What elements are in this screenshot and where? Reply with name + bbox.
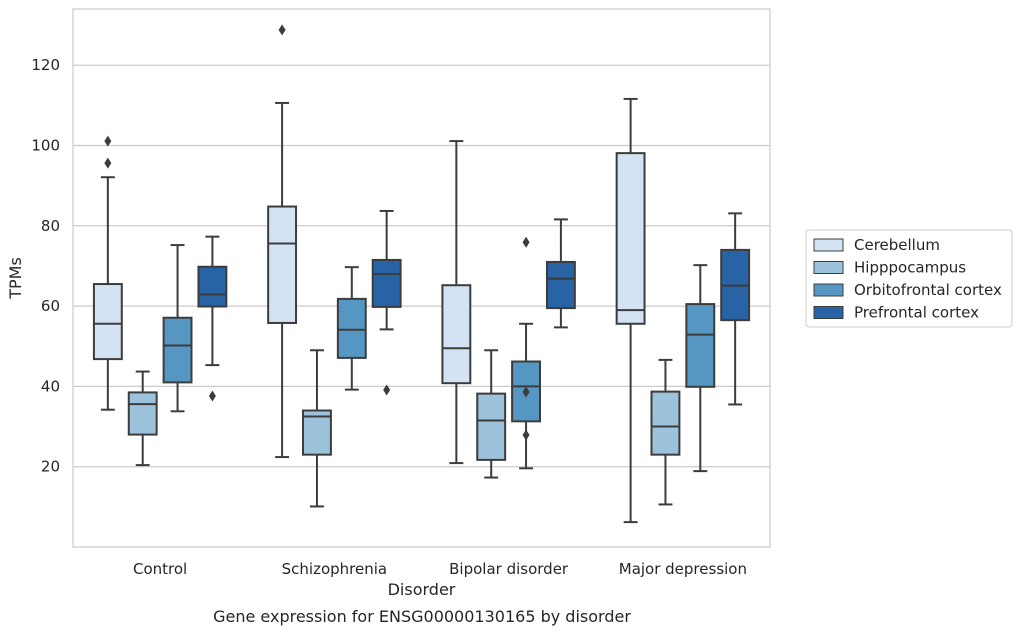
gridlines bbox=[73, 64, 770, 468]
box-body bbox=[162, 316, 193, 384]
box bbox=[441, 140, 472, 465]
series-prefrontal-cortex bbox=[197, 209, 751, 406]
box bbox=[511, 236, 541, 470]
outlier-marker bbox=[522, 429, 530, 441]
outlier-marker bbox=[522, 236, 530, 248]
x-tick-label: Schizophrenia bbox=[282, 560, 387, 578]
y-tick-label: 20 bbox=[41, 458, 60, 476]
legend-label: Cerebellum bbox=[854, 236, 940, 254]
outlier-marker bbox=[208, 390, 216, 402]
y-tick-label: 80 bbox=[41, 217, 60, 235]
legend-label: Orbitofrontal cortex bbox=[854, 281, 1002, 299]
legend-swatch bbox=[813, 238, 844, 252]
box bbox=[650, 358, 681, 506]
box bbox=[197, 235, 228, 402]
box bbox=[545, 218, 576, 329]
box-body bbox=[476, 392, 507, 461]
box-body bbox=[545, 260, 576, 310]
y-tick-label: 40 bbox=[41, 377, 60, 395]
box-body bbox=[336, 297, 367, 359]
y-tick-label: 60 bbox=[41, 297, 60, 315]
outlier-marker bbox=[522, 386, 530, 398]
box-body bbox=[302, 409, 332, 456]
box-body bbox=[615, 152, 646, 325]
legend-frame bbox=[805, 229, 1013, 328]
x-tick-labels: Control Schizophrenia Bipolar disorder Majo… bbox=[133, 560, 747, 578]
x-axis-label: Disorder bbox=[388, 580, 456, 599]
box bbox=[267, 24, 298, 459]
outlier-marker bbox=[104, 135, 112, 147]
outlier-marker bbox=[104, 157, 112, 169]
x-tick-label: Bipolar disorder bbox=[449, 560, 569, 578]
y-axis-label: TPMs bbox=[6, 257, 25, 300]
box bbox=[302, 349, 332, 508]
box-series bbox=[92, 24, 751, 524]
box-body bbox=[92, 283, 123, 361]
series-cerebellum bbox=[92, 24, 646, 524]
box-body bbox=[650, 390, 681, 456]
box bbox=[615, 97, 646, 524]
legend-swatch bbox=[813, 306, 844, 319]
box bbox=[127, 370, 158, 467]
box-body bbox=[441, 284, 472, 385]
box-body bbox=[267, 205, 298, 324]
box bbox=[685, 264, 716, 473]
box-body bbox=[127, 391, 158, 436]
legend-label: Hipppocampus bbox=[854, 259, 966, 277]
box-body bbox=[685, 303, 716, 388]
series-orbitofrontal-cortex bbox=[162, 236, 716, 473]
x-tick-label: Major depression bbox=[619, 560, 747, 578]
outlier-marker bbox=[278, 24, 286, 36]
box bbox=[720, 212, 751, 406]
box-body bbox=[371, 258, 402, 308]
outlier-marker bbox=[383, 384, 391, 396]
box bbox=[476, 349, 507, 479]
box bbox=[162, 244, 193, 413]
box-body bbox=[197, 265, 228, 308]
legend-swatch bbox=[813, 261, 844, 274]
plot-frame bbox=[72, 8, 771, 548]
y-tick-labels: 20 40 60 80 100 120 bbox=[31, 56, 60, 475]
box bbox=[92, 135, 123, 411]
legend-swatch bbox=[813, 283, 844, 297]
box bbox=[371, 209, 402, 396]
chart-title: Gene expression for ENSG00000130165 by d… bbox=[213, 607, 631, 626]
box bbox=[336, 266, 367, 391]
legend: Cerebellum Hipppocampus Orbitofrontal cort… bbox=[805, 229, 1013, 328]
x-tick-label: Control bbox=[133, 560, 187, 578]
y-tick-label: 100 bbox=[31, 137, 60, 155]
legend-label: Prefrontal cortex bbox=[854, 304, 979, 322]
series-hipppocampus bbox=[127, 349, 681, 508]
y-tick-label: 120 bbox=[31, 56, 60, 74]
